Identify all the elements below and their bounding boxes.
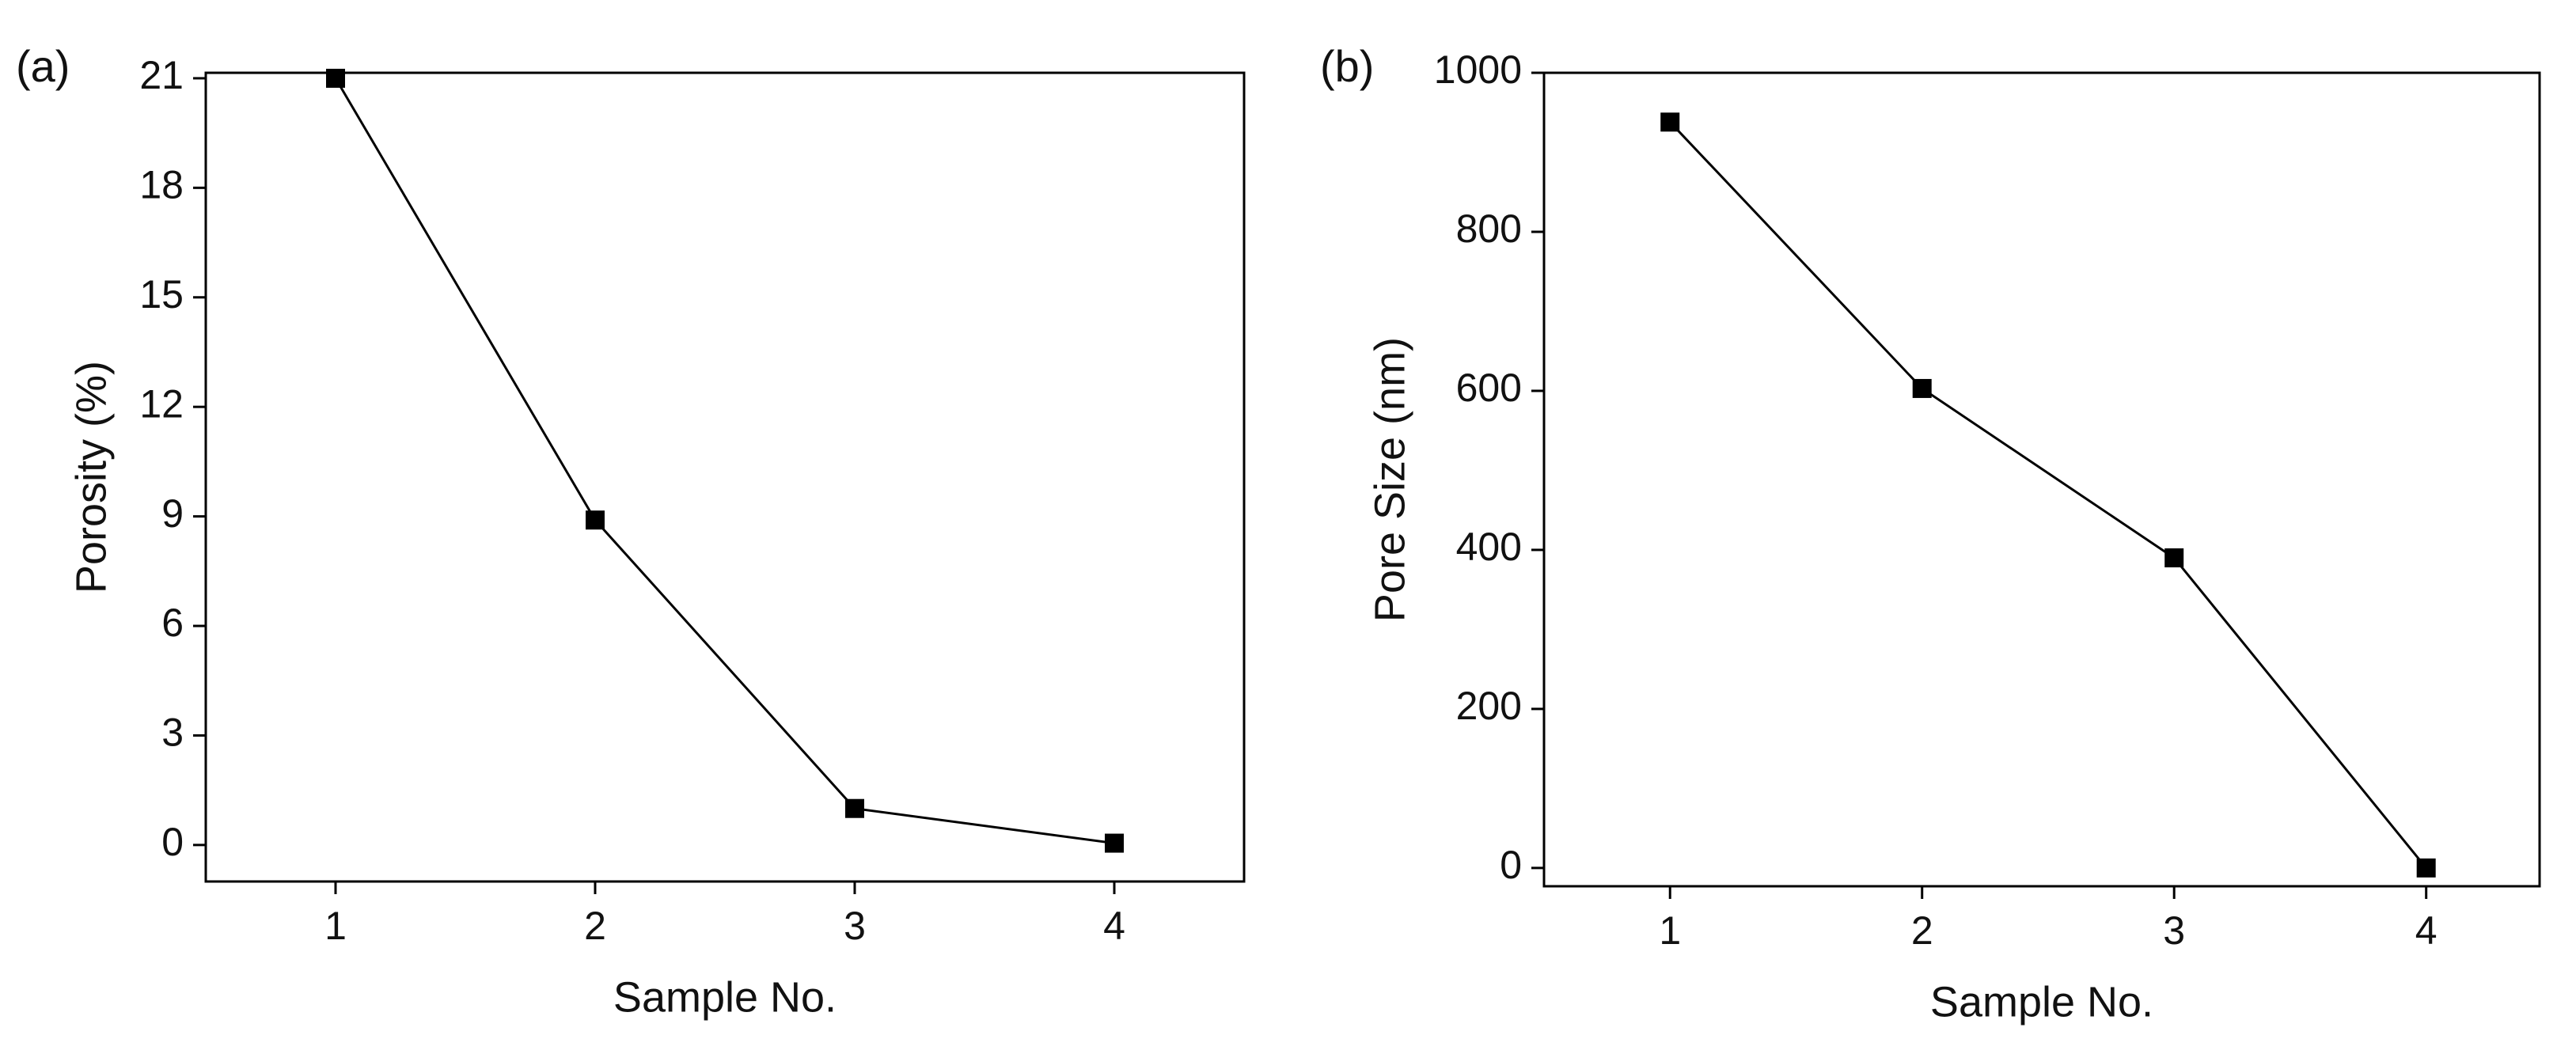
y-tick-label: 12 <box>139 381 184 426</box>
y-tick-label: 600 <box>1456 366 1522 410</box>
x-tick-label: 1 <box>1659 908 1681 953</box>
x-axis-title: Sample No. <box>613 973 837 1021</box>
y-axis-title: Porosity (%) <box>67 361 115 593</box>
data-marker <box>1105 833 1124 853</box>
y-tick-label: 0 <box>161 820 184 864</box>
plot-frame <box>204 71 1246 883</box>
y-tick-label: 200 <box>1456 684 1522 728</box>
panel-label: (b) <box>1320 41 1374 91</box>
y-tick-label: 0 <box>1500 843 1522 887</box>
data-marker <box>326 68 345 88</box>
data-marker <box>845 798 864 818</box>
y-tick-label: 1000 <box>1434 47 1522 92</box>
y-tick-label: 400 <box>1456 525 1522 569</box>
data-line <box>334 78 1115 845</box>
y-axis-title: Pore Size (nm) <box>1366 337 1413 622</box>
x-tick-label: 1 <box>324 904 347 948</box>
x-tick-label: 3 <box>844 904 866 948</box>
x-axis-title: Sample No. <box>1930 978 2153 1026</box>
data-line <box>1669 121 2427 869</box>
plot-frame <box>1542 71 2541 888</box>
data-marker <box>1660 112 1680 132</box>
data-marker <box>2416 858 2436 878</box>
y-tick-label: 15 <box>139 272 184 317</box>
x-tick-label: 2 <box>584 904 606 948</box>
y-tick-label: 9 <box>161 491 184 536</box>
data-marker <box>1912 378 1932 398</box>
y-tick-label: 800 <box>1456 207 1522 251</box>
data-marker <box>2164 548 2184 567</box>
x-tick-label: 4 <box>2415 908 2438 953</box>
data-marker <box>586 510 605 530</box>
y-tick-label: 3 <box>161 711 184 755</box>
y-tick-label: 6 <box>161 601 184 645</box>
x-tick-label: 2 <box>1911 908 1933 953</box>
x-tick-label: 3 <box>2163 908 2185 953</box>
x-tick-label: 4 <box>1103 904 1125 948</box>
y-tick-label: 21 <box>139 53 184 97</box>
panel-label: (a) <box>16 41 70 91</box>
y-tick-label: 18 <box>139 163 184 207</box>
